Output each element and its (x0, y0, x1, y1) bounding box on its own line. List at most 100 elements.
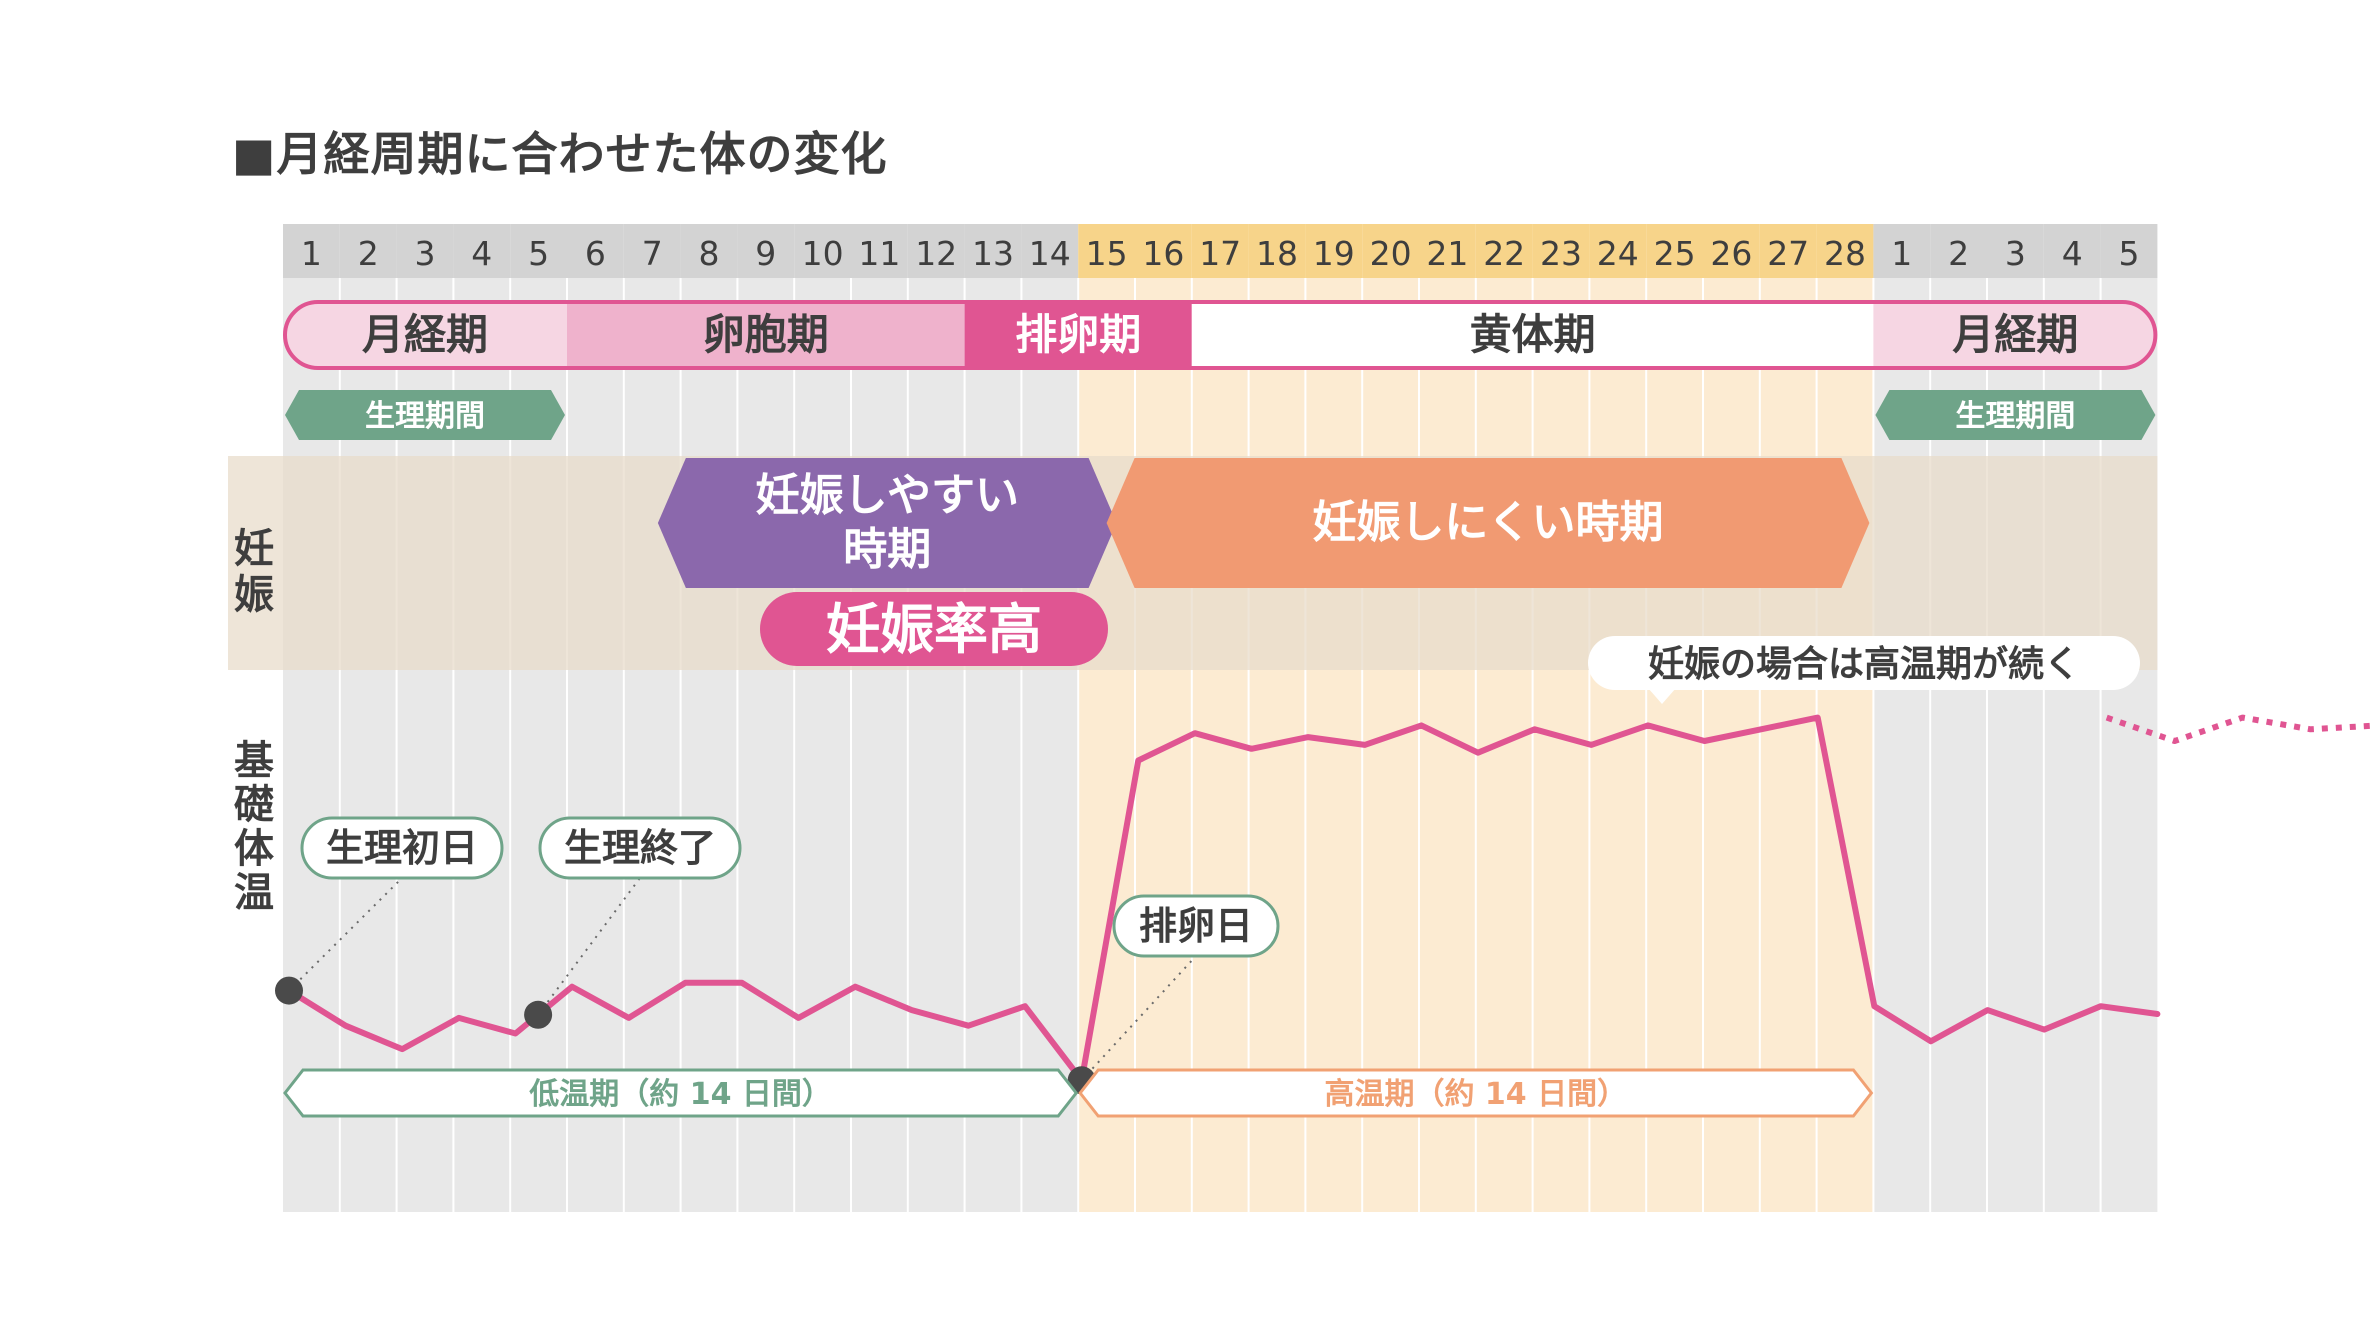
grid-column (567, 278, 624, 1212)
day-label: 24 (1597, 234, 1639, 273)
annotation-point (524, 1000, 553, 1029)
day-header-cell (1816, 224, 1874, 278)
day-label: 5 (528, 234, 549, 273)
highlight-badge (760, 592, 1108, 666)
pregnancy-band-label: 妊娠しにくい時期 (1312, 497, 1663, 548)
annotation-bubble (1588, 636, 2140, 690)
day-header-cell (1475, 224, 1533, 278)
day-label: 12 (915, 234, 957, 273)
grid-column (1021, 278, 1079, 1212)
period-tag-label: 生理期間 (1955, 399, 2075, 434)
period-tag (1875, 390, 2156, 440)
day-label: 19 (1313, 234, 1355, 273)
day-header-cell (1419, 224, 1476, 278)
grid-column (623, 278, 681, 1212)
day-header-cell (1135, 224, 1192, 278)
day-header-cell (1305, 224, 1363, 278)
day-label: 6 (585, 234, 606, 273)
day-label: 4 (471, 234, 492, 273)
day-label: 11 (858, 234, 900, 273)
annotation-bubble (300, 816, 504, 880)
day-header-cell (794, 224, 851, 278)
temperature-phase-arrow (283, 1068, 1079, 1118)
day-header-cell (1078, 224, 1135, 278)
phase-bar-border (283, 300, 2158, 370)
day-label: 17 (1199, 234, 1241, 273)
pregnancy-band-label: 妊娠しやすい (755, 470, 1019, 521)
day-label: 25 (1654, 234, 1696, 273)
day-label: 10 (802, 234, 844, 273)
day-label: 7 (642, 234, 663, 273)
phase-bar-layer: 月経期 卵胞期 排卵期 黄体期 月経期 (283, 300, 2158, 370)
day-header-cell (2100, 224, 2158, 278)
temperature-phase-label: 高温期（約 14 日間） (1324, 1077, 1627, 1112)
day-header-cell (680, 224, 738, 278)
day-label: 27 (1767, 234, 1809, 273)
day-header-layer: 1 2 3 4 5 6 7 8 9 10 11 12 13 14 15 16 17 18 19 20 21 22 23 24 2… (283, 224, 2158, 278)
day-label: 13 (972, 234, 1014, 273)
annotation-bubble (538, 816, 742, 880)
y-axis-label-char: 礎 (234, 782, 274, 828)
pregnancy-band (1106, 458, 1870, 588)
day-label: 28 (1824, 234, 1866, 273)
temperature-phase-label: 低温期（約 14 日間） (528, 1077, 832, 1112)
period-tag-layer: 生理期間 生理期間 (285, 390, 2156, 440)
phase-label: 黄体期 (1470, 310, 1596, 359)
y-axis-label-char: 温 (234, 870, 274, 916)
grid-column (851, 278, 908, 1212)
chart-title: ■月経周期に合わせた体の変化 (232, 127, 888, 181)
grid-column (794, 278, 851, 1212)
day-label: 15 (1086, 234, 1128, 273)
grid-column (1135, 278, 1192, 1212)
day-label: 22 (1483, 234, 1525, 273)
phase-label: 排卵期 (1015, 310, 1141, 359)
day-label: 16 (1142, 234, 1184, 273)
day-header-cell (623, 224, 681, 278)
period-tag (285, 390, 565, 440)
day-header-cell (1191, 224, 1249, 278)
grid-column (1703, 278, 1760, 1212)
day-label: 1 (301, 234, 322, 273)
day-header-cell (339, 224, 397, 278)
day-header-cell (283, 224, 340, 278)
day-header-cell (1646, 224, 1703, 278)
pregnancy-band (657, 458, 1117, 588)
grid-column (1532, 278, 1590, 1212)
pregnancy-continuation-series (2105, 714, 2373, 744)
day-label: 21 (1426, 234, 1468, 273)
temperature-phase-layer: 低温期（約 14 日間） 高温期（約 14 日間） (283, 1068, 1874, 1118)
day-header-cell (1362, 224, 1419, 278)
y-axis-label-char: 体 (234, 826, 274, 872)
grid-column (737, 278, 795, 1212)
day-header-cell (1873, 224, 1931, 278)
phase-label: 月経期 (362, 310, 488, 359)
annotation-label: 生理終了 (564, 826, 716, 870)
annotation-label: 生理初日 (326, 826, 478, 870)
day-header-cell (1703, 224, 1760, 278)
pregnancy-band-label: 時期 (843, 524, 931, 575)
day-header-cell (1021, 224, 1079, 278)
background-layer (283, 224, 2158, 1212)
annotation-label: 妊娠の場合は高温期が続く (1648, 644, 2080, 685)
day-label: 2 (1948, 234, 1969, 273)
day-label: 2 (358, 234, 379, 273)
day-label: 5 (2119, 234, 2140, 273)
highlight-badge-label: 妊娠率高 (826, 598, 1042, 661)
period-tag-label: 生理期間 (365, 399, 485, 434)
phase-segment (285, 302, 567, 368)
day-label: 3 (2005, 234, 2026, 273)
temperature-line-layer (286, 714, 2373, 1084)
day-header-cell (567, 224, 624, 278)
day-label: 20 (1370, 234, 1412, 273)
phase-segment (964, 302, 1192, 368)
phase-label: 月経期 (1952, 310, 2078, 359)
phase-segment (1873, 302, 2156, 368)
day-header-cell (510, 224, 567, 278)
day-header-cell (2043, 224, 2101, 278)
day-label: 8 (699, 234, 720, 273)
day-label: 4 (2062, 234, 2083, 273)
